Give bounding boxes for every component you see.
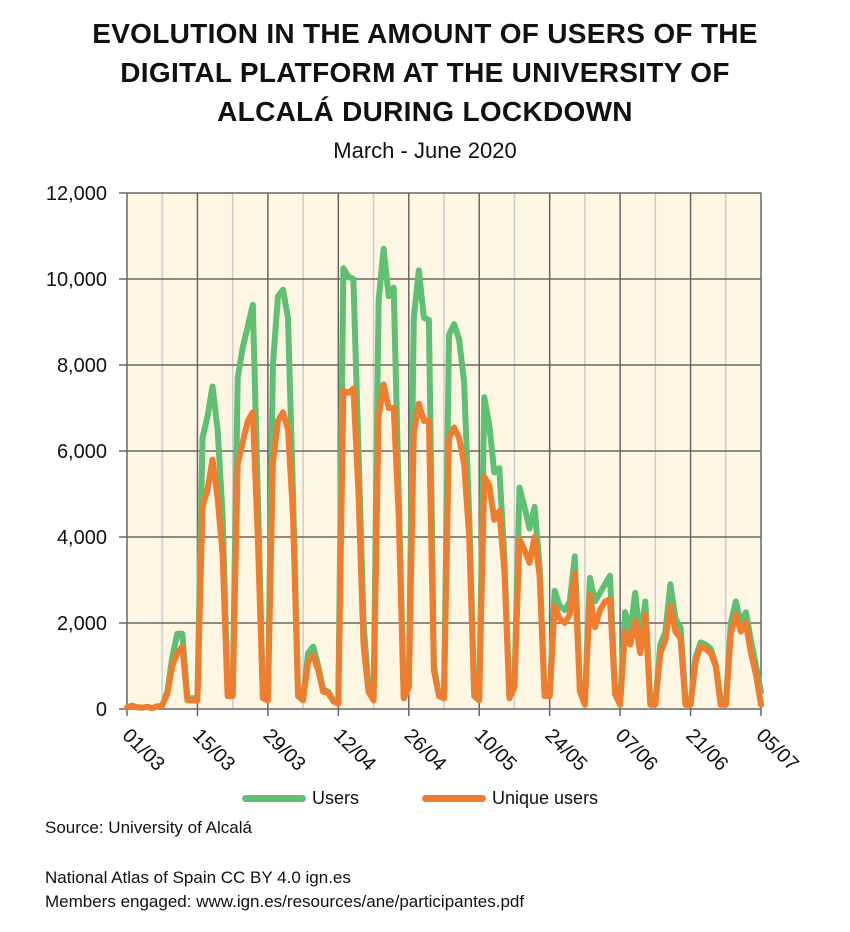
x-tick-label: 10/05 [470, 725, 521, 776]
legend-label-users: Users [312, 788, 360, 808]
series-line-unique-users [124, 381, 764, 712]
y-tick-label: 12,000 [46, 183, 107, 205]
y-tick-label: 6,000 [57, 441, 107, 463]
y-tick-label: 0 [96, 699, 107, 721]
y-tick-labels: 0 2,000 4,000 6,000 8,000 10,000 12,000 [46, 183, 107, 721]
series-lines [124, 245, 764, 712]
y-tick-label: 4,000 [57, 527, 107, 549]
y-tick-label: 8,000 [57, 355, 107, 377]
y-tick-label: 10,000 [46, 269, 107, 291]
x-tick-label: 29/03 [259, 725, 310, 776]
legend-item-users: Users [242, 788, 359, 809]
chart-title-line-3: ALCALÁ DURING LOCKDOWN [217, 96, 633, 127]
x-tick-label: 15/03 [188, 725, 239, 776]
members-link: Members engaged: www.ign.es/resources/an… [45, 892, 525, 911]
x-tick-label: 07/06 [611, 725, 662, 776]
source-note: Source: University of Alcalá [45, 818, 252, 837]
x-tick-label: 12/04 [329, 725, 380, 776]
x-tick-labels: 01/03 15/03 29/03 12/04 26/04 10/05 24/05 07/06… [118, 725, 803, 776]
x-tick-label: 24/05 [540, 725, 591, 776]
legend: Users Unique users [0, 788, 850, 812]
x-tick-label: 21/06 [681, 725, 732, 776]
y-tick-label: 2,000 [57, 613, 107, 635]
line-chart: 0 2,000 4,000 6,000 8,000 10,000 12,000 01/03 1… [46, 183, 803, 776]
legend-swatch-unique-users [422, 795, 486, 802]
chart-title: EVOLUTION IN THE AMOUNT OF USERS OF THE … [0, 14, 850, 131]
atlas-credit: National Atlas of Spain CC BY 4.0 ign.es [45, 868, 351, 887]
chart-subtitle: March - June 2020 [333, 138, 517, 163]
chart-title-line-2: DIGITAL PLATFORM AT THE UNIVERSITY OF [120, 57, 730, 88]
legend-item-unique-users: Unique users [422, 788, 598, 809]
legend-label-unique-users: Unique users [492, 788, 599, 808]
chart-title-line-1: EVOLUTION IN THE AMOUNT OF USERS OF THE [92, 18, 758, 49]
x-tick-label: 26/04 [400, 725, 451, 776]
x-tick-label: 05/07 [752, 725, 803, 776]
x-tick-label: 01/03 [118, 725, 169, 776]
legend-swatch-users [242, 795, 306, 802]
